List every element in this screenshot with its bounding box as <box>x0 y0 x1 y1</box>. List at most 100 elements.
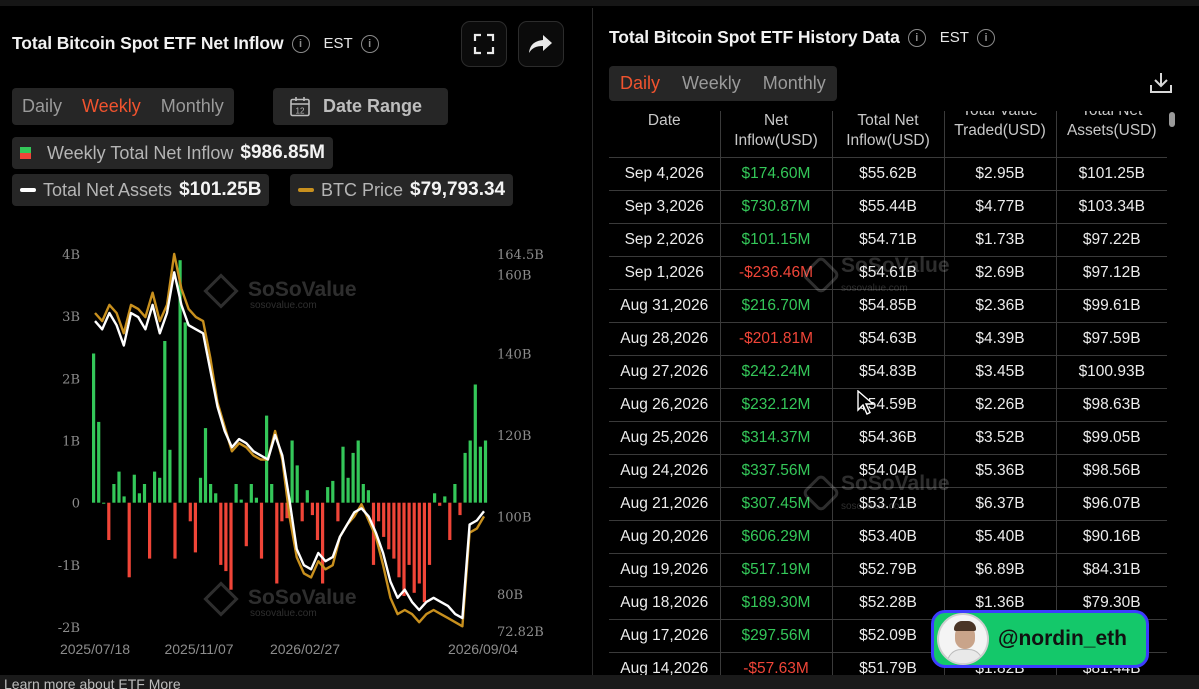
table-cell: $97.59B <box>1056 321 1167 355</box>
inflow-bar-negative <box>275 502 279 584</box>
table-cell: Aug 20,2026 <box>609 519 721 553</box>
legend-btc-value: $79,793.34 <box>410 179 506 200</box>
inflow-bar-positive <box>254 497 258 503</box>
table-cell: $307.45M <box>720 486 833 520</box>
legend-total-net-assets[interactable]: Total Net Assets $101.25B <box>12 174 270 206</box>
table-cell: $55.44B <box>832 189 945 223</box>
tab-daily[interactable]: Daily <box>22 96 63 116</box>
x-axis-tick-label: 2025/07/18 <box>60 641 130 657</box>
svg-text:SoSoValue: SoSoValue <box>248 278 357 301</box>
column-header-line2: Inflow(USD) <box>734 132 818 149</box>
table-cell: $52.09B <box>832 618 945 652</box>
table-cell: $54.59B <box>832 387 945 421</box>
column-header[interactable]: Total ValueTraded(USD) <box>944 111 1057 157</box>
table-cell: $99.05B <box>1056 420 1167 454</box>
inflow-bar-positive <box>305 490 309 503</box>
tab-weekly[interactable]: Weekly <box>82 96 141 116</box>
legend-btc-price[interactable]: BTC Price $79,793.34 <box>290 174 514 206</box>
column-header[interactable]: Total Net Inflow(USD) <box>832 111 945 157</box>
table-row[interactable]: Aug 27,2026 $242.24M $54.83B $3.45B $100.93B <box>609 354 1167 388</box>
table-row[interactable]: Aug 21,2026 $307.45M $53.71B $6.37B $96.07B <box>609 486 1167 520</box>
history-tab-daily[interactable]: Daily <box>620 73 661 93</box>
inflow-bar-positive <box>356 440 360 503</box>
table-row[interactable]: Aug 24,2026 $337.56M $54.04B $5.36B $98.56B <box>609 453 1167 487</box>
legend-assets-value: $101.25B <box>179 179 262 200</box>
table-body: Sep 4,2026 $174.60M $55.62B $2.95B $101.25B S… <box>609 156 1167 685</box>
left-axis-tick-label: -2B <box>58 621 80 636</box>
inflow-bar-positive <box>198 477 203 503</box>
table-cell: $5.40B <box>944 519 1057 553</box>
sosovalue-logo-icon <box>801 473 841 513</box>
table-cell: $297.56M <box>720 618 833 652</box>
table-row[interactable]: Sep 3,2026 $730.87M $55.44B $4.77B $103.34B <box>609 189 1167 223</box>
table-cell: Aug 24,2026 <box>609 453 721 487</box>
timezone-info-icon[interactable]: i <box>360 34 379 53</box>
inflow-bar-positive <box>463 452 467 503</box>
table-cell: $84.31B <box>1056 552 1167 586</box>
x-axis-tick-label: 2026/02/27 <box>270 641 340 657</box>
creator-handle: @nordin_eth <box>998 627 1127 650</box>
history-tab-weekly[interactable]: Weekly <box>682 73 741 93</box>
table-row[interactable]: Sep 2,2026 $101.15M $54.71B $1.73B $97.22B <box>609 222 1167 256</box>
inflow-bar-negative <box>336 502 340 522</box>
download-icon[interactable] <box>1148 70 1174 96</box>
footer-text[interactable]: Learn more about ETF More <box>4 676 181 689</box>
table-cell: $54.61B <box>832 255 945 289</box>
table-cell: $100.93B <box>1056 354 1167 388</box>
table-row[interactable]: Aug 25,2026 $314.37M $54.36B $3.52B $99.05B <box>609 420 1167 454</box>
table-watermark-1: SoSoValue sosovalue.com <box>801 254 950 296</box>
inflow-bar-negative <box>321 502 325 584</box>
inflow-bar-positive <box>366 490 370 503</box>
inflow-bar-positive <box>214 493 218 503</box>
table-row[interactable]: Aug 26,2026 $232.12M $54.59B $2.26B $98.63B <box>609 387 1167 421</box>
history-tab-monthly[interactable]: Monthly <box>762 73 826 93</box>
inflow-bar-negative <box>219 502 223 565</box>
tab-monthly[interactable]: Monthly <box>160 96 224 116</box>
inflow-bar-positive <box>97 421 101 503</box>
inflow-bar-negative <box>427 502 432 565</box>
net-inflow-panel: Total Bitcoin Spot ETF Net Inflow i EST … <box>0 0 590 689</box>
inflow-bar-positive <box>473 384 477 503</box>
info-icon[interactable]: i <box>291 34 310 53</box>
table-cell: $96.07B <box>1056 486 1167 520</box>
panel-title: Total Bitcoin Spot ETF Net Inflow <box>12 33 284 53</box>
btc-price-line <box>94 252 486 628</box>
table-row[interactable]: Sep 1,2026 -$236.46M $54.61B $2.69B $97.12B <box>609 255 1167 289</box>
legend-btc-label: BTC Price <box>321 179 404 200</box>
inflow-bar-positive <box>158 477 162 503</box>
table-row[interactable]: Aug 31,2026 $216.70M $54.85B $2.36B $99.61B <box>609 288 1167 322</box>
table-row[interactable]: Aug 20,2026 $606.29M $53.40B $5.40B $90.16B <box>609 519 1167 553</box>
share-button[interactable] <box>518 21 564 67</box>
table-cell: $730.87M <box>720 189 833 223</box>
table-cell: $53.71B <box>832 486 945 520</box>
table-cell: $6.89B <box>944 552 1057 586</box>
history-timezone-info-icon[interactable]: i <box>976 28 995 47</box>
table-cell: -$201.81M <box>720 321 833 355</box>
svg-text:sosovalue.com: sosovalue.com <box>250 300 317 311</box>
fullscreen-button[interactable] <box>461 21 507 67</box>
inflow-bar-positive <box>117 471 121 503</box>
inflow-bar-negative <box>148 502 152 559</box>
table-scrollbar[interactable] <box>1169 112 1175 127</box>
table-cell: Aug 31,2026 <box>609 288 721 322</box>
inflow-bar-positive <box>203 428 208 503</box>
table-row[interactable]: Sep 4,2026 $174.60M $55.62B $2.95B $101.25B <box>609 156 1167 190</box>
inflow-bar-positive <box>234 484 238 503</box>
table-cell: Aug 28,2026 <box>609 321 721 355</box>
table-cell: $6.37B <box>944 486 1057 520</box>
table-row[interactable]: Aug 19,2026 $517.19M $52.79B $6.89B $84.31B <box>609 552 1167 586</box>
inflow-bar-negative <box>438 502 442 506</box>
legend-weekly-inflow[interactable]: Weekly Total Net Inflow $986.85M <box>12 137 333 169</box>
column-header[interactable]: Date <box>609 111 721 157</box>
history-title: Total Bitcoin Spot ETF History Data <box>609 27 900 47</box>
legend-inflow-value: $986.85M <box>240 142 325 163</box>
date-range-button[interactable]: 12 Date Range <box>273 88 448 125</box>
history-info-icon[interactable]: i <box>907 28 926 47</box>
table-row[interactable]: Aug 28,2026 -$201.81M $54.63B $4.39B $97.59B <box>609 321 1167 355</box>
table-cell: Aug 17,2026 <box>609 618 721 652</box>
inflow-bar-positive <box>351 452 355 503</box>
history-header: Total Bitcoin Spot ETF History Data i ES… <box>609 27 995 48</box>
column-header[interactable]: Net Inflow(USD) <box>720 111 833 157</box>
